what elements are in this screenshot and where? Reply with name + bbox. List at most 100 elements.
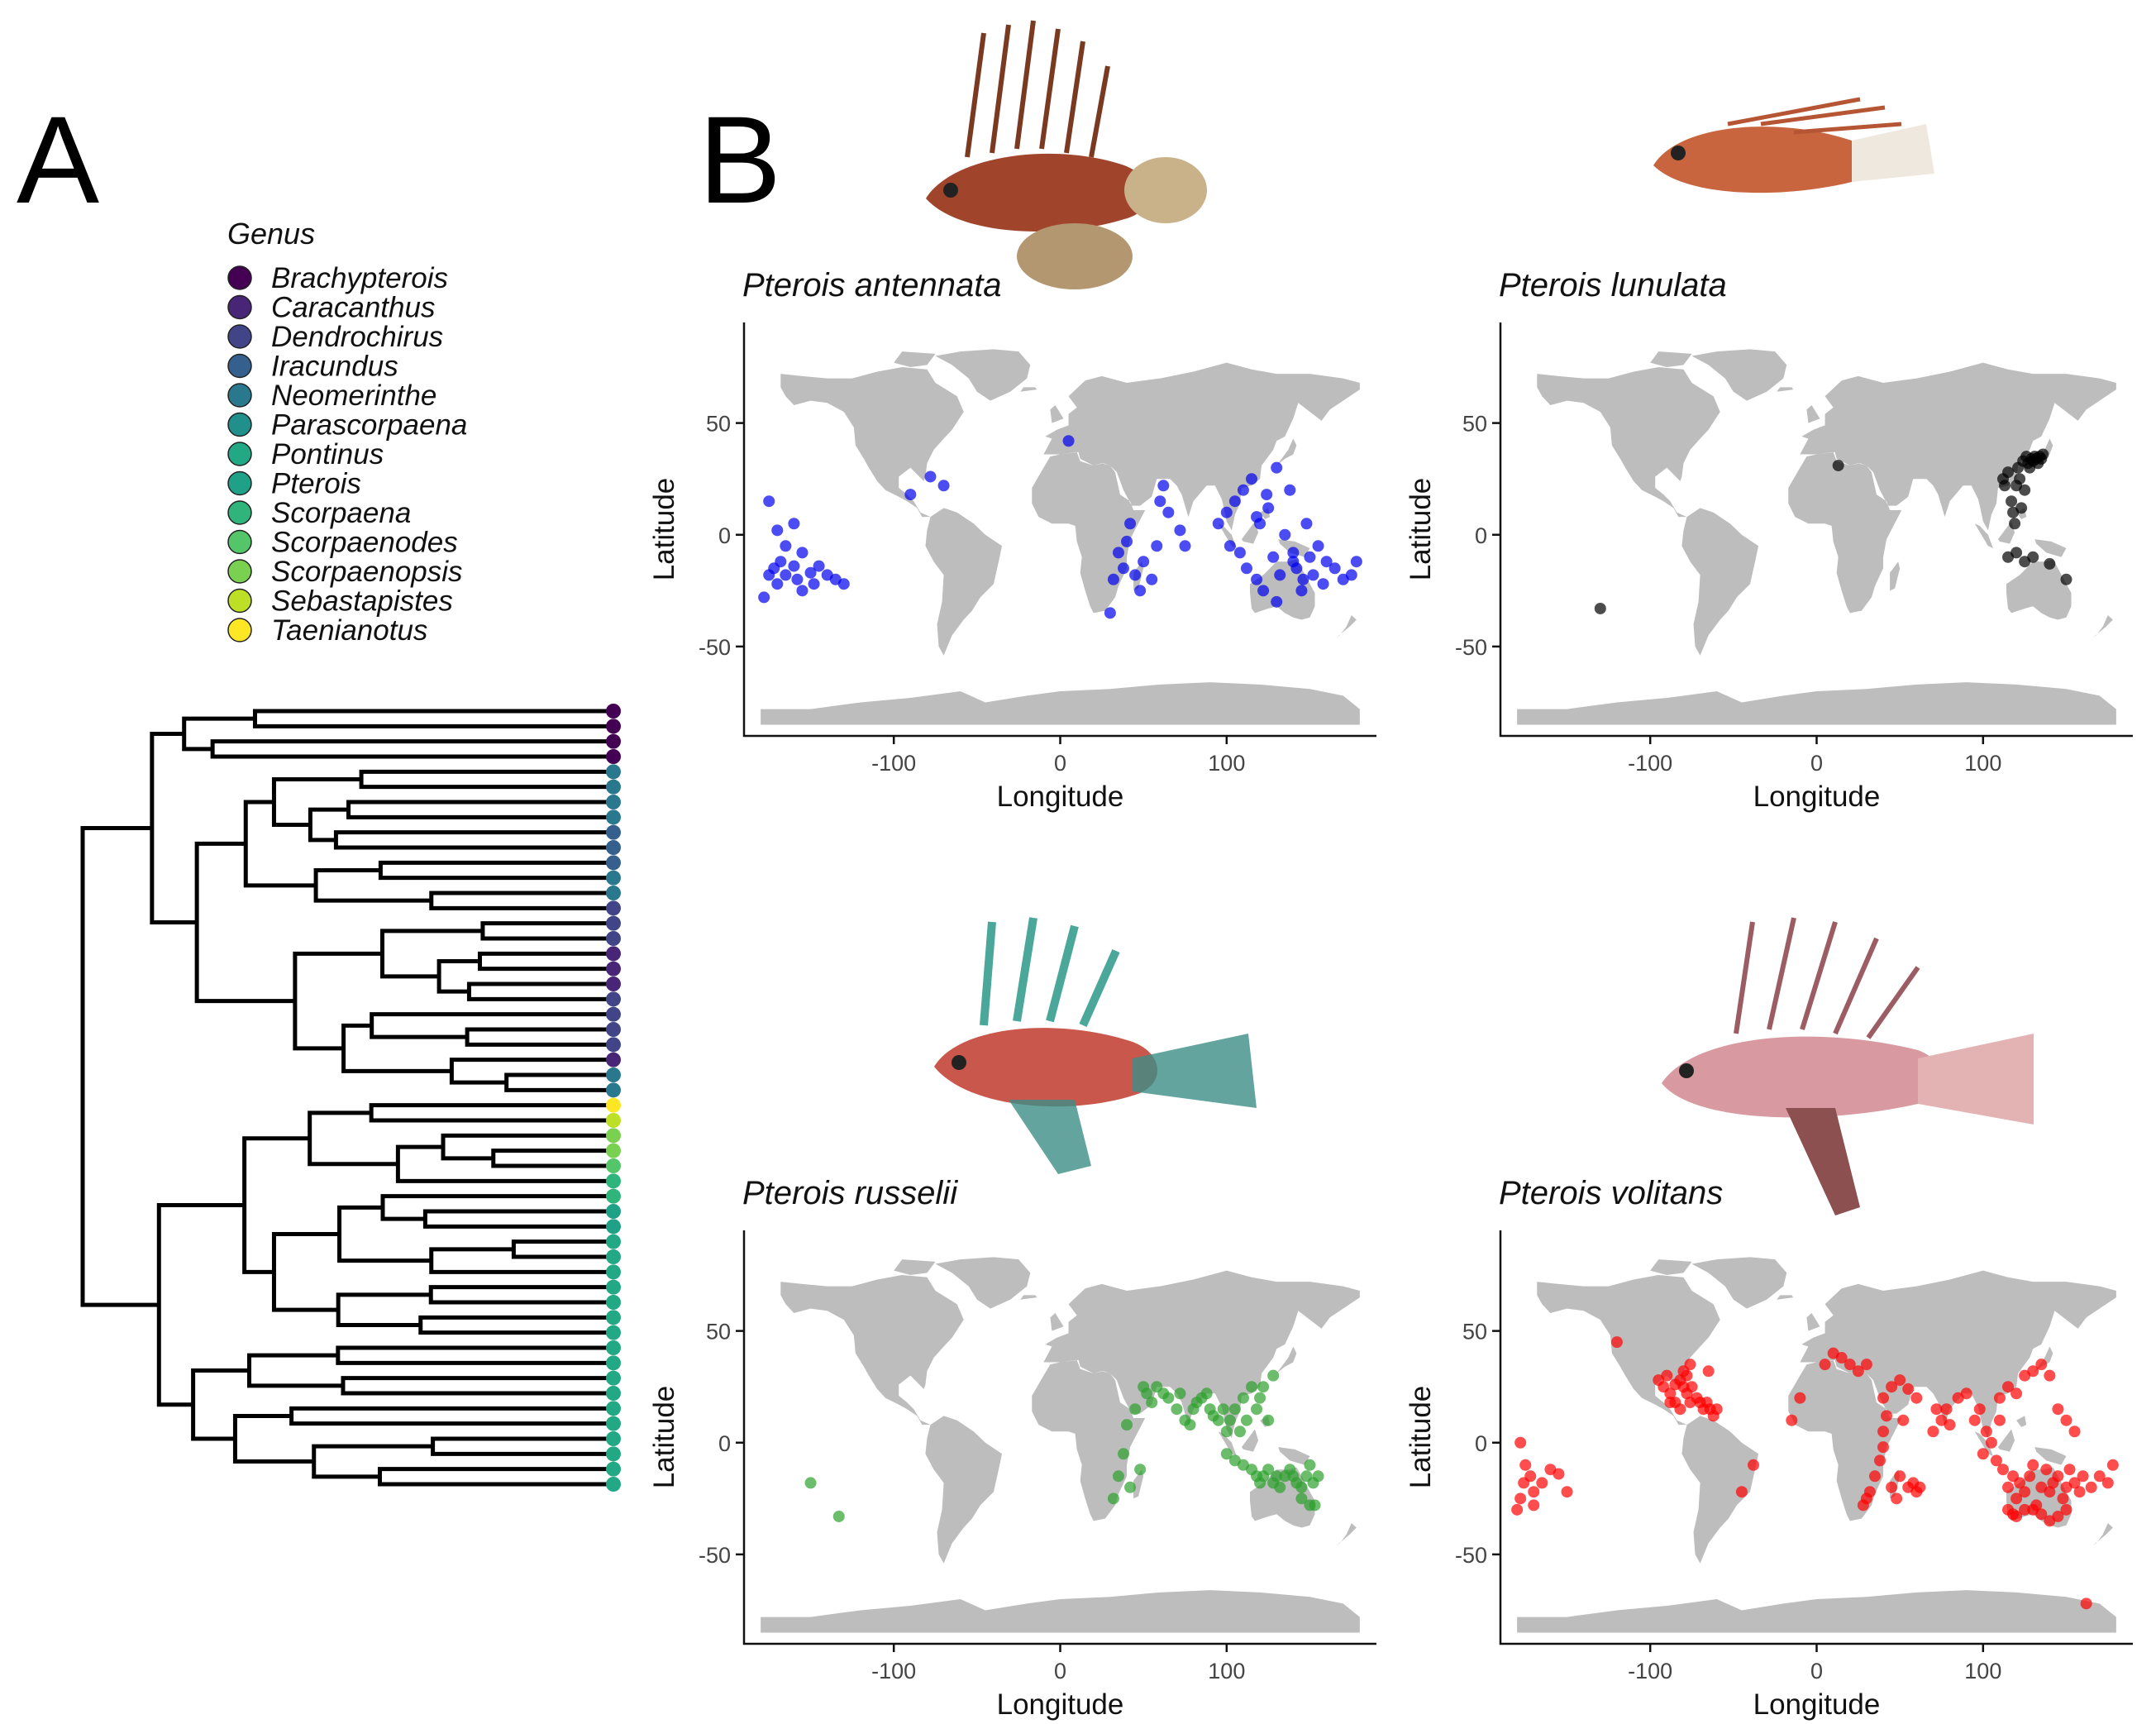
occurrence-point: [2035, 1359, 2048, 1371]
occurrence-point: [2052, 1510, 2064, 1522]
panel-label-b: B: [699, 90, 781, 229]
occurrence-points: [1511, 1336, 2119, 1610]
occurrence-point: [1251, 511, 1263, 523]
occurrence-point: [1240, 1414, 1252, 1426]
tree-tip-point: [606, 870, 621, 886]
x-tick-label: -100: [871, 751, 916, 776]
tree-tip-point: [606, 886, 621, 900]
tree-tip-point: [606, 1158, 621, 1173]
occurrence-point: [2024, 1470, 2036, 1483]
occurrence-point: [1860, 1359, 1872, 1371]
land-shape: [761, 349, 1360, 725]
legend-item-label: Caracanthus: [271, 292, 435, 324]
map-panel-lunulata: Pterois lunulata -100 0 100 -50 0 50 Longitude L…: [1405, 267, 2133, 813]
tree-tip-point: [606, 1477, 621, 1492]
occurrence-point: [796, 547, 808, 559]
occurrence-point: [1328, 562, 1341, 575]
occurrence-point: [1212, 518, 1224, 530]
occurrence-point: [2080, 1597, 2092, 1610]
x-axis-label: Longitude: [997, 781, 1124, 813]
occurrence-points: [758, 435, 1362, 619]
tree-tip-point: [606, 809, 621, 825]
occurrence-point: [2068, 1477, 2081, 1489]
occurrence-point: [2057, 1492, 2069, 1505]
axis-lines: [742, 322, 1376, 738]
tree-tip-point: [606, 1279, 621, 1295]
occurrence-point: [1524, 1470, 1537, 1483]
occurrence-point: [1863, 1486, 1876, 1498]
axis-lines: [1499, 1230, 2133, 1645]
occurrence-point: [2044, 1369, 2056, 1382]
occurrence-point: [1257, 1381, 1270, 1393]
occurrence-point: [1151, 540, 1163, 552]
world-land: [761, 349, 1360, 725]
occurrence-point: [1162, 1392, 1175, 1404]
occurrence-point: [1610, 1336, 1623, 1349]
occurrence-point: [1835, 1352, 1848, 1364]
occurrence-point: [1927, 1426, 1939, 1438]
legend-item-label: Brachypterois: [271, 262, 448, 294]
legend-items: BrachypteroisCaracanthusDendrochirusIrac…: [227, 262, 467, 647]
occurrence-point: [1297, 573, 1309, 585]
land-shape: [761, 1257, 1360, 1633]
tree-tip-point: [606, 946, 621, 962]
occurrence-point: [788, 518, 800, 530]
occurrence-point: [813, 560, 825, 572]
occurrence-point: [1112, 1470, 1124, 1483]
legend-swatch: [227, 529, 252, 555]
x-tick-label: 0: [1054, 751, 1066, 776]
tree-tip-point: [606, 1416, 621, 1431]
tree-tip-point: [606, 1310, 621, 1325]
occurrence-point: [1511, 1503, 1524, 1516]
y-tick-label: 50: [1462, 412, 1487, 437]
tree-tip-point: [606, 931, 621, 946]
occurrence-point: [1914, 1481, 1926, 1493]
tree-tip-point: [606, 824, 621, 840]
x-tick-label: 100: [1208, 751, 1245, 776]
legend-swatch: [227, 500, 252, 525]
occurrence-point: [1162, 506, 1175, 518]
occurrence-point: [1220, 1448, 1233, 1460]
occurrence-point: [1233, 547, 1246, 559]
world-land: [1517, 349, 2116, 725]
occurrence-point: [2011, 547, 2023, 559]
occurrence-point: [1146, 573, 1158, 585]
occurrence-point: [1271, 595, 1283, 608]
occurrence-point: [1220, 506, 1233, 518]
tree-tip-point: [606, 1037, 621, 1053]
occurrence-point: [763, 495, 775, 508]
occurrence-point: [1171, 1403, 1183, 1416]
x-tick-label: 0: [1054, 1659, 1066, 1683]
phylogenetic-tree: [80, 709, 616, 1487]
fish-volitans-illustration: [1662, 917, 2034, 1215]
map-title: Pterois russelii: [742, 1175, 958, 1211]
occurrence-point: [808, 578, 820, 590]
tree-tip-point: [606, 1204, 621, 1219]
occurrence-point: [1118, 1448, 1129, 1460]
occurrence-point: [1910, 1392, 1923, 1404]
occurrence-point: [1960, 1387, 1972, 1400]
tree-tip-point: [606, 977, 621, 991]
tree-tip-point: [606, 1219, 621, 1234]
occurrence-point: [1295, 1481, 1308, 1493]
y-tick-label: 50: [706, 412, 731, 437]
occurrence-point: [1138, 556, 1150, 568]
occurrence-point: [1877, 1426, 1890, 1438]
occurrence-point: [1246, 473, 1258, 485]
occurrence-point: [2044, 1486, 2056, 1498]
occurrence-point: [2068, 1426, 2081, 1438]
tree-tip-point: [606, 733, 621, 749]
occurrence-point: [2044, 557, 2056, 570]
legend-swatch: [227, 383, 252, 408]
tree-tip-point: [606, 795, 621, 809]
occurrence-point: [1262, 1414, 1275, 1426]
panel-label-a: A: [17, 90, 99, 229]
occurrence-point: [1886, 1381, 1898, 1393]
tree-tip-point: [606, 1006, 621, 1022]
tree-tip-point: [606, 764, 621, 780]
axis-lines: [742, 1230, 1376, 1645]
occurrence-point: [1844, 1359, 1856, 1371]
occurrence-point: [1819, 1359, 1831, 1371]
occurrence-point: [1279, 528, 1291, 541]
